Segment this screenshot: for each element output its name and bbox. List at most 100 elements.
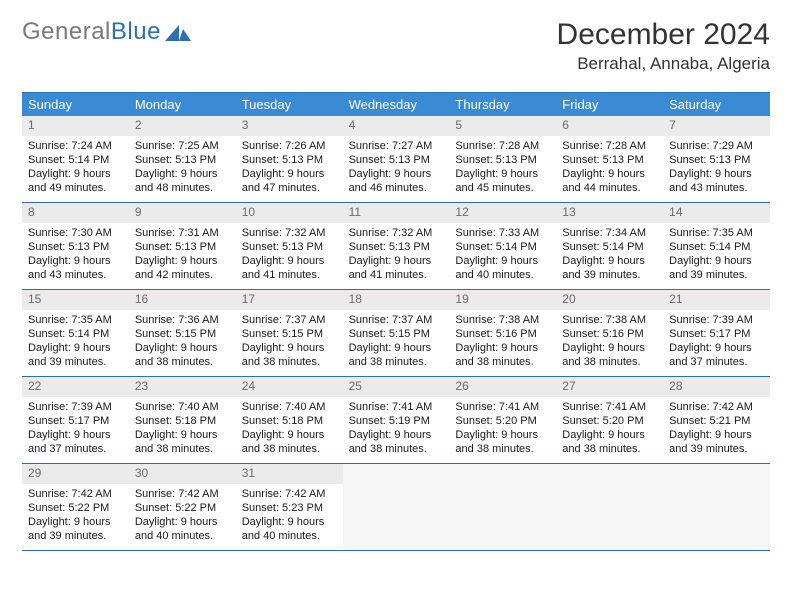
calendar-cell: 16Sunrise: 7:36 AMSunset: 5:15 PMDayligh… [129,290,236,376]
calendar-cell: 14Sunrise: 7:35 AMSunset: 5:14 PMDayligh… [663,203,770,289]
sunrise-text: Sunrise: 7:40 AM [242,400,337,414]
calendar-cell: 10Sunrise: 7:32 AMSunset: 5:13 PMDayligh… [236,203,343,289]
calendar-cell: 28Sunrise: 7:42 AMSunset: 5:21 PMDayligh… [663,377,770,463]
daylight-text: Daylight: 9 hours and 48 minutes. [135,167,230,196]
daylight-text: Daylight: 9 hours and 44 minutes. [562,167,657,196]
day-number: 3 [236,116,343,136]
sunset-text: Sunset: 5:19 PM [349,414,444,428]
daylight-text: Daylight: 9 hours and 38 minutes. [135,341,230,370]
day-info: Sunrise: 7:27 AMSunset: 5:13 PMDaylight:… [343,136,450,202]
day-info: Sunrise: 7:31 AMSunset: 5:13 PMDaylight:… [129,223,236,289]
sunset-text: Sunset: 5:13 PM [562,153,657,167]
sunset-text: Sunset: 5:13 PM [28,240,123,254]
calendar-cell: 19Sunrise: 7:38 AMSunset: 5:16 PMDayligh… [449,290,556,376]
sunrise-text: Sunrise: 7:28 AM [455,139,550,153]
sunset-text: Sunset: 5:14 PM [455,240,550,254]
sunrise-text: Sunrise: 7:42 AM [669,400,764,414]
sunset-text: Sunset: 5:13 PM [135,153,230,167]
sunset-text: Sunset: 5:13 PM [242,153,337,167]
day-info: Sunrise: 7:39 AMSunset: 5:17 PMDaylight:… [22,397,129,463]
daylight-text: Daylight: 9 hours and 39 minutes. [669,428,764,457]
daylight-text: Daylight: 9 hours and 40 minutes. [135,515,230,544]
calendar-cell: 17Sunrise: 7:37 AMSunset: 5:15 PMDayligh… [236,290,343,376]
calendar-cell: 23Sunrise: 7:40 AMSunset: 5:18 PMDayligh… [129,377,236,463]
sunset-text: Sunset: 5:14 PM [562,240,657,254]
weekday-label: Sunday [22,93,129,116]
day-number: 7 [663,116,770,136]
sunset-text: Sunset: 5:20 PM [562,414,657,428]
sunrise-text: Sunrise: 7:25 AM [135,139,230,153]
day-info: Sunrise: 7:26 AMSunset: 5:13 PMDaylight:… [236,136,343,202]
sunset-text: Sunset: 5:15 PM [349,327,444,341]
calendar: Sunday Monday Tuesday Wednesday Thursday… [22,92,770,551]
day-info: Sunrise: 7:42 AMSunset: 5:22 PMDaylight:… [22,484,129,550]
calendar-cell: 12Sunrise: 7:33 AMSunset: 5:14 PMDayligh… [449,203,556,289]
calendar-cell: 18Sunrise: 7:37 AMSunset: 5:15 PMDayligh… [343,290,450,376]
sunrise-text: Sunrise: 7:35 AM [28,313,123,327]
day-info: Sunrise: 7:42 AMSunset: 5:21 PMDaylight:… [663,397,770,463]
day-number: 30 [129,464,236,484]
day-info: Sunrise: 7:34 AMSunset: 5:14 PMDaylight:… [556,223,663,289]
calendar-cell: 24Sunrise: 7:40 AMSunset: 5:18 PMDayligh… [236,377,343,463]
daylight-text: Daylight: 9 hours and 40 minutes. [455,254,550,283]
daylight-text: Daylight: 9 hours and 39 minutes. [28,341,123,370]
day-info: Sunrise: 7:38 AMSunset: 5:16 PMDaylight:… [449,310,556,376]
day-number: 21 [663,290,770,310]
day-number: 12 [449,203,556,223]
sunset-text: Sunset: 5:22 PM [135,501,230,515]
sunset-text: Sunset: 5:13 PM [349,240,444,254]
daylight-text: Daylight: 9 hours and 42 minutes. [135,254,230,283]
calendar-cell [449,464,556,550]
sunrise-text: Sunrise: 7:34 AM [562,226,657,240]
calendar-week: 29Sunrise: 7:42 AMSunset: 5:22 PMDayligh… [22,464,770,551]
day-number: 13 [556,203,663,223]
sunrise-text: Sunrise: 7:27 AM [349,139,444,153]
sunrise-text: Sunrise: 7:32 AM [242,226,337,240]
sunrise-text: Sunrise: 7:38 AM [562,313,657,327]
sunset-text: Sunset: 5:14 PM [669,240,764,254]
daylight-text: Daylight: 9 hours and 43 minutes. [669,167,764,196]
day-info: Sunrise: 7:28 AMSunset: 5:13 PMDaylight:… [556,136,663,202]
daylight-text: Daylight: 9 hours and 37 minutes. [669,341,764,370]
location-text: Berrahal, Annaba, Algeria [557,54,770,74]
daylight-text: Daylight: 9 hours and 45 minutes. [455,167,550,196]
calendar-cell [556,464,663,550]
daylight-text: Daylight: 9 hours and 49 minutes. [28,167,123,196]
daylight-text: Daylight: 9 hours and 39 minutes. [28,515,123,544]
daylight-text: Daylight: 9 hours and 41 minutes. [242,254,337,283]
calendar-cell: 20Sunrise: 7:38 AMSunset: 5:16 PMDayligh… [556,290,663,376]
day-info: Sunrise: 7:39 AMSunset: 5:17 PMDaylight:… [663,310,770,376]
day-number: 9 [129,203,236,223]
sunrise-text: Sunrise: 7:41 AM [455,400,550,414]
day-number: 20 [556,290,663,310]
day-number: 14 [663,203,770,223]
calendar-week: 22Sunrise: 7:39 AMSunset: 5:17 PMDayligh… [22,377,770,464]
day-number: 19 [449,290,556,310]
sunset-text: Sunset: 5:15 PM [135,327,230,341]
calendar-cell: 4Sunrise: 7:27 AMSunset: 5:13 PMDaylight… [343,116,450,202]
sunset-text: Sunset: 5:17 PM [28,414,123,428]
sunrise-text: Sunrise: 7:35 AM [669,226,764,240]
day-number: 31 [236,464,343,484]
calendar-cell: 13Sunrise: 7:34 AMSunset: 5:14 PMDayligh… [556,203,663,289]
calendar-cell: 26Sunrise: 7:41 AMSunset: 5:20 PMDayligh… [449,377,556,463]
weekday-label: Thursday [449,93,556,116]
day-info: Sunrise: 7:40 AMSunset: 5:18 PMDaylight:… [129,397,236,463]
calendar-cell: 9Sunrise: 7:31 AMSunset: 5:13 PMDaylight… [129,203,236,289]
day-info: Sunrise: 7:35 AMSunset: 5:14 PMDaylight:… [663,223,770,289]
day-number: 8 [22,203,129,223]
day-info: Sunrise: 7:30 AMSunset: 5:13 PMDaylight:… [22,223,129,289]
day-info: Sunrise: 7:38 AMSunset: 5:16 PMDaylight:… [556,310,663,376]
day-number: 10 [236,203,343,223]
calendar-cell: 11Sunrise: 7:32 AMSunset: 5:13 PMDayligh… [343,203,450,289]
calendar-cell: 25Sunrise: 7:41 AMSunset: 5:19 PMDayligh… [343,377,450,463]
day-info: Sunrise: 7:37 AMSunset: 5:15 PMDaylight:… [343,310,450,376]
header: GeneralBlue December 2024 Berrahal, Anna… [22,18,770,74]
sunset-text: Sunset: 5:13 PM [455,153,550,167]
daylight-text: Daylight: 9 hours and 38 minutes. [135,428,230,457]
day-number: 29 [22,464,129,484]
daylight-text: Daylight: 9 hours and 47 minutes. [242,167,337,196]
day-number: 1 [22,116,129,136]
day-info: Sunrise: 7:25 AMSunset: 5:13 PMDaylight:… [129,136,236,202]
calendar-cell [343,464,450,550]
